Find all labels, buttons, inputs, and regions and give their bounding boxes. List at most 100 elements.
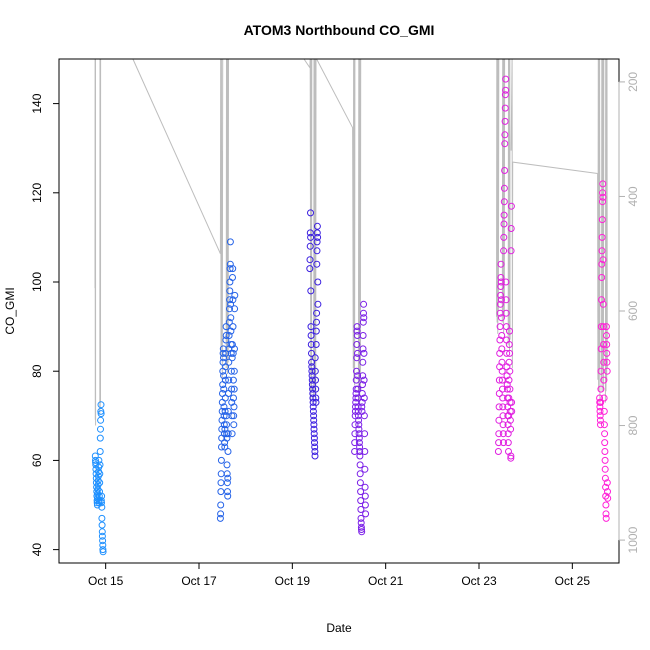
x-tick-label: Oct 23	[461, 574, 497, 588]
data-point	[311, 354, 319, 362]
data-point	[497, 274, 505, 281]
data-point	[506, 349, 514, 357]
data-point	[314, 233, 322, 241]
x-tick-label: Oct 17	[181, 574, 217, 588]
data-point	[599, 300, 607, 308]
data-point	[602, 483, 610, 491]
data-point	[495, 403, 503, 411]
data-point	[499, 385, 506, 393]
altitude-trace-layer	[94, 58, 608, 426]
data-point	[360, 309, 367, 317]
data-point	[360, 394, 368, 402]
data-point	[226, 238, 234, 246]
data-point	[96, 461, 104, 469]
data-point	[496, 349, 504, 357]
data-point	[313, 238, 321, 246]
data-point	[96, 448, 104, 455]
data-point	[97, 410, 105, 418]
data-point	[361, 501, 369, 509]
data-point	[217, 479, 225, 487]
data-point	[354, 403, 362, 411]
data-point	[99, 541, 107, 549]
data-point	[495, 439, 503, 447]
x-tick-label: Oct 25	[555, 574, 591, 588]
data-point	[600, 341, 608, 348]
altitude-trace-segment	[225, 58, 229, 375]
data-point	[599, 198, 606, 206]
data-point	[223, 479, 231, 487]
data-point	[351, 439, 359, 447]
data-point	[312, 385, 320, 393]
data-point	[603, 341, 611, 348]
data-point	[309, 407, 317, 415]
data-point	[602, 510, 610, 518]
data-point	[596, 403, 604, 411]
data-point	[225, 332, 233, 339]
data-point	[95, 456, 103, 464]
data-point	[308, 372, 316, 380]
data-point	[230, 421, 238, 429]
data-point	[362, 510, 370, 518]
data-point	[356, 479, 364, 487]
data-point	[604, 494, 612, 502]
data-point	[225, 358, 233, 366]
data-point	[357, 488, 365, 496]
x-tick-label: Oct 15	[88, 574, 124, 588]
data-point	[95, 492, 103, 500]
data-point	[597, 398, 605, 406]
data-point	[227, 327, 235, 335]
data-point	[498, 332, 506, 339]
data-point	[92, 470, 100, 478]
data-point	[358, 528, 366, 536]
data-point	[506, 385, 514, 393]
data-point	[601, 465, 609, 473]
data-point	[308, 363, 316, 371]
data-point	[498, 345, 506, 353]
data-point	[495, 376, 503, 384]
data-point	[497, 291, 505, 299]
data-point	[506, 327, 513, 335]
y2-tick-label: 1000	[626, 526, 640, 553]
data-point	[222, 363, 230, 371]
data-point	[352, 394, 360, 402]
data-point	[497, 278, 505, 286]
data-point	[223, 434, 231, 442]
data-point	[94, 490, 102, 498]
data-point	[357, 506, 365, 513]
data-point	[505, 376, 513, 384]
data-point	[508, 398, 516, 406]
data-point	[221, 407, 229, 415]
data-point	[313, 229, 321, 237]
data-point	[311, 452, 319, 460]
chart-title: ATOM3 Northbound CO_GMI	[244, 22, 435, 38]
data-point	[224, 448, 232, 455]
data-point	[600, 358, 608, 366]
data-point	[506, 367, 514, 375]
data-point	[502, 296, 510, 304]
data-point	[501, 167, 509, 174]
altitude-trace-segment	[132, 58, 221, 254]
data-point	[230, 412, 238, 420]
data-point	[229, 265, 237, 273]
data-point	[498, 314, 505, 322]
data-point	[217, 501, 225, 509]
data-point	[230, 385, 238, 393]
data-point	[94, 481, 102, 489]
altitude-trace-segment	[510, 58, 598, 369]
altitude-trace-segment	[99, 58, 102, 415]
data-point	[231, 305, 239, 313]
data-point	[96, 479, 104, 487]
data-point	[308, 376, 316, 384]
x-axis: Oct 15 Oct 17 Oct 19 Oct 21 Oct 23 Oct 25	[88, 562, 591, 588]
data-point	[94, 485, 102, 493]
data-point	[221, 425, 229, 433]
data-point	[306, 256, 314, 264]
data-point	[312, 394, 320, 402]
data-point	[223, 470, 231, 478]
data-point	[360, 349, 368, 357]
data-point	[98, 521, 106, 529]
data-point	[309, 385, 317, 393]
data-point	[221, 394, 229, 402]
data-point	[505, 358, 513, 366]
data-point	[352, 376, 360, 384]
